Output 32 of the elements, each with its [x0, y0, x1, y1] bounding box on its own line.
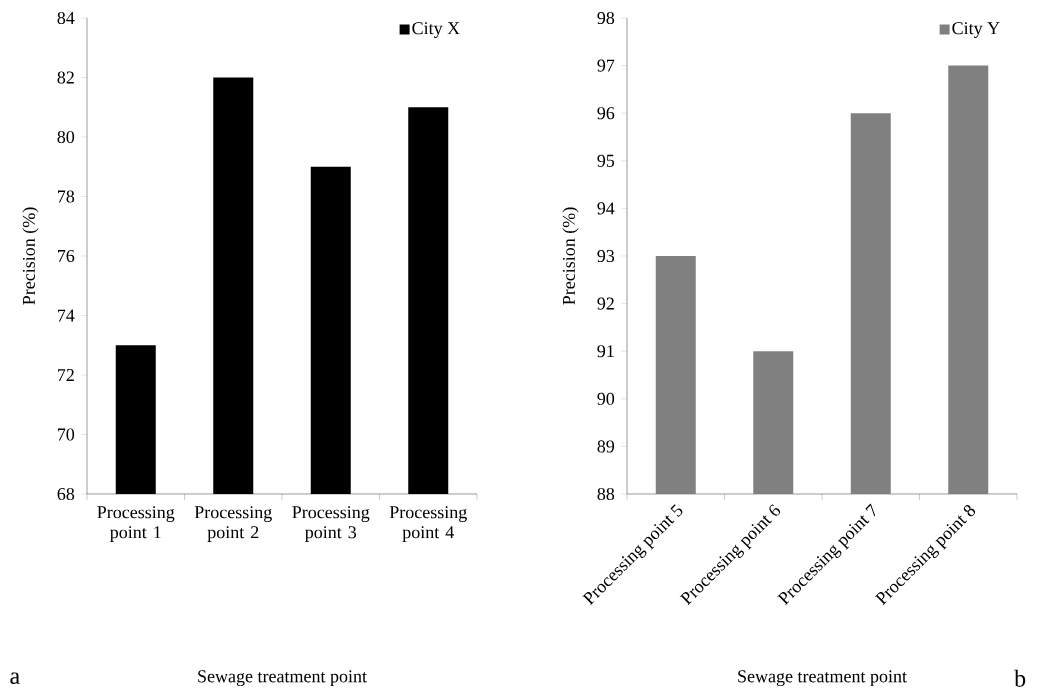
y-tick-label: 98: [597, 11, 615, 25]
x-axis-title: Sewage treatment point: [198, 670, 367, 687]
y-tick-label: 68: [57, 487, 75, 501]
x-tick-label: Processing point 1: [97, 506, 175, 542]
y-tick-label: 90: [597, 392, 615, 405]
x-axis-title: Sewage treatment point: [738, 670, 907, 687]
text: b: [1014, 669, 1026, 687]
y-tick-label: 93: [597, 249, 615, 263]
x-tick-label: Processing point 2: [194, 506, 272, 542]
y-tick-label: 96: [597, 107, 615, 120]
y-tick-label: 89: [597, 440, 615, 453]
x-tick-label: Processing point 3: [292, 506, 370, 542]
y-tick-label: 94: [597, 202, 615, 215]
y-tick-label: 70: [57, 428, 75, 441]
text: a: [10, 672, 20, 684]
y-tick-label: 84: [57, 11, 75, 25]
legend-label: City Y: [952, 22, 1000, 38]
y-tick-label: 82: [57, 71, 74, 84]
y-tick-label: 72: [57, 369, 74, 381]
y-tick-label: 78: [57, 190, 75, 203]
y-tick-label: 91: [597, 345, 614, 358]
y-tick-label: 92: [597, 297, 614, 310]
y-tick-label: 74: [57, 309, 75, 322]
y-tick-label: 88: [597, 487, 615, 501]
y-tick-label: 95: [597, 154, 615, 167]
y-tick-label: 80: [57, 130, 75, 144]
x-tick-label: Processing point 4: [389, 506, 467, 542]
y-tick-label: 97: [597, 59, 615, 72]
legend-label: City X: [412, 22, 460, 38]
y-tick-label: 76: [57, 249, 75, 263]
y-axis-title: Precision (%): [22, 207, 39, 305]
y-axis-title: Precision (%): [562, 207, 579, 305]
